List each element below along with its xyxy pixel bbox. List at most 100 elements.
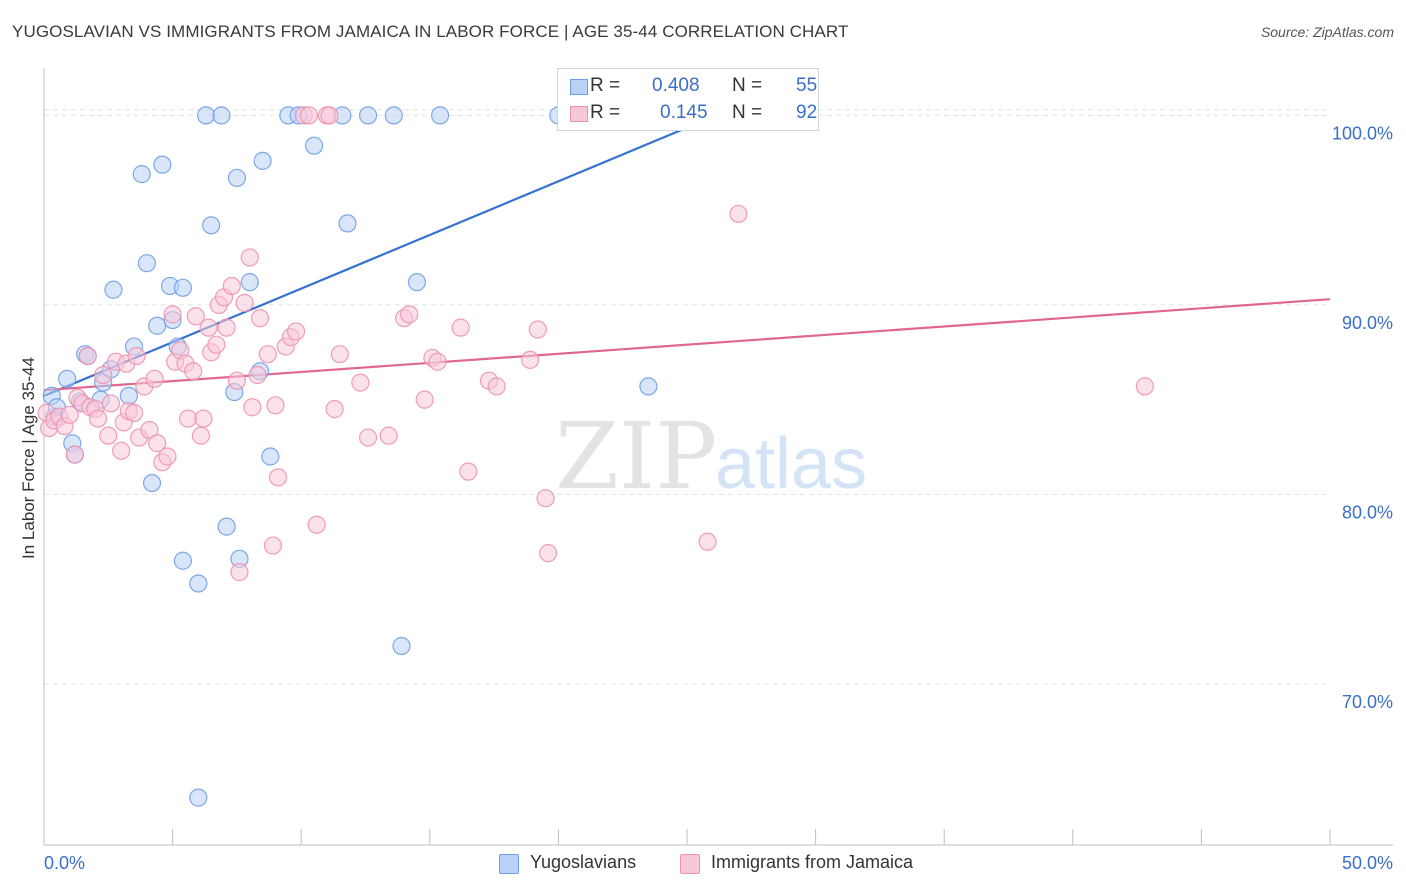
source-label: Source: ZipAtlas.com [1260,24,1394,40]
jamaica-point [1135,377,1154,396]
jamaica-point [250,309,270,328]
y-axis-label: In Labor Force | Age 35-44 [19,357,38,559]
swatch-yugoslavians [499,854,519,874]
jamaica-point [698,532,717,551]
trend-lines [43,110,1331,397]
y-tick-label: 70.0% [1342,692,1393,712]
legend-item-jamaica[interactable]: Immigrants from Jamaica [680,852,914,874]
jamaica-point [99,426,118,445]
jamaica-point [248,365,267,385]
jamaica-point [729,204,748,224]
yugoslavian-point [148,316,167,335]
yugoslavian-point [358,106,378,125]
jamaica-point [400,305,419,324]
jamaica-point [178,409,198,428]
legend-n-value: 92 [796,102,818,123]
yugoslavian-point [304,136,324,155]
jamaica-point [299,106,319,125]
jamaica-point [88,409,108,428]
yugoslavian-point [338,214,357,233]
axes: 70.0% 80.0% 90.0% 100.0% 0.0% 50.0% [43,68,1393,873]
yugoslavian-point [142,473,162,493]
jamaica-point [521,350,540,369]
jamaica-point [60,405,79,424]
jamaica-point [124,403,144,423]
jamaica-point [235,293,254,313]
legend-r-value: 0.145 [660,102,708,123]
jamaica-point [199,318,218,337]
yugoslavian-point [212,106,231,125]
jamaica-point [320,106,339,125]
y-tick-label: 90.0% [1342,313,1393,333]
jamaica-point [266,396,285,415]
jamaica-point [186,307,205,326]
legend-n-label: N = [732,102,763,123]
legend-r-label: R = [590,102,621,123]
series-legend: Yugoslavians Immigrants from Jamaica [0,852,1406,878]
watermark-zip: ZIP [555,403,717,510]
jamaica-point [217,318,236,337]
jamaica-point [307,515,326,534]
yugoslavian-point [253,151,272,170]
jamaica-point [487,377,506,396]
jamaica-point [158,447,177,466]
jamaica-point [268,468,288,487]
jamaica-point [330,345,349,364]
y-tick-label: 80.0% [1342,502,1393,522]
jamaica-point [539,544,558,563]
legend-item-yugoslavians[interactable]: Yugoslavians [499,852,636,874]
data-points [37,106,1154,807]
watermark: ZIP atlas [555,403,867,510]
yugoslavian-point [227,168,246,188]
yugoslavian-point [119,386,138,405]
watermark-atlas: atlas [715,424,867,504]
yugoslavian-point [104,280,123,299]
jamaica-point [459,462,478,481]
yugoslavian-point [202,216,221,235]
jamaica-point [325,400,344,419]
jamaica-point [258,345,277,364]
jamaica-point [194,409,213,428]
jamaica-point [191,426,210,445]
yugoslavian-point [384,106,403,125]
legend-label: Immigrants from Jamaica [711,852,914,872]
jamaica-point [127,346,146,366]
jamaica-point [358,428,378,447]
yugoslavian-point [189,574,208,593]
jamaica-point [428,352,447,371]
x-tick-label: 0.0% [44,853,85,873]
jamaica-point [230,563,249,582]
yugoslavian-point [189,788,208,807]
legend-swatch-blue [570,79,588,95]
yugoslavian-point [261,447,280,466]
jamaica-point [184,362,203,381]
jamaica-point [163,305,182,324]
jamaica-point [528,320,547,339]
yugoslavian-point [217,517,236,536]
yugoslavian-point [153,155,172,174]
y-tick-label: 100.0% [1332,123,1393,143]
jamaica-point [145,369,164,388]
yugoslavian-point [196,106,216,125]
jamaica-point [148,434,167,453]
jamaica-point [415,390,434,409]
yugoslavian-point [407,273,427,292]
trend-line-yugoslavians [43,110,727,397]
yugoslavian-point [173,278,192,297]
jamaica-point [78,346,97,366]
jamaica-point [379,426,398,445]
jamaica-point [65,445,84,464]
jamaica-point [112,441,131,460]
yugoslavian-point [430,106,450,125]
jamaica-point [227,371,246,390]
legend-r-value: 0.408 [652,75,700,96]
yugoslavian-point [58,369,77,388]
legend-r-label: R = [590,75,621,96]
yugoslavian-point [132,165,151,184]
jamaica-point [222,276,241,296]
jamaica-point [263,536,283,555]
jamaica-point [351,373,370,392]
chart-title: YUGOSLAVIAN VS IMMIGRANTS FROM JAMAICA I… [12,22,849,41]
yugoslavian-point [137,254,156,273]
